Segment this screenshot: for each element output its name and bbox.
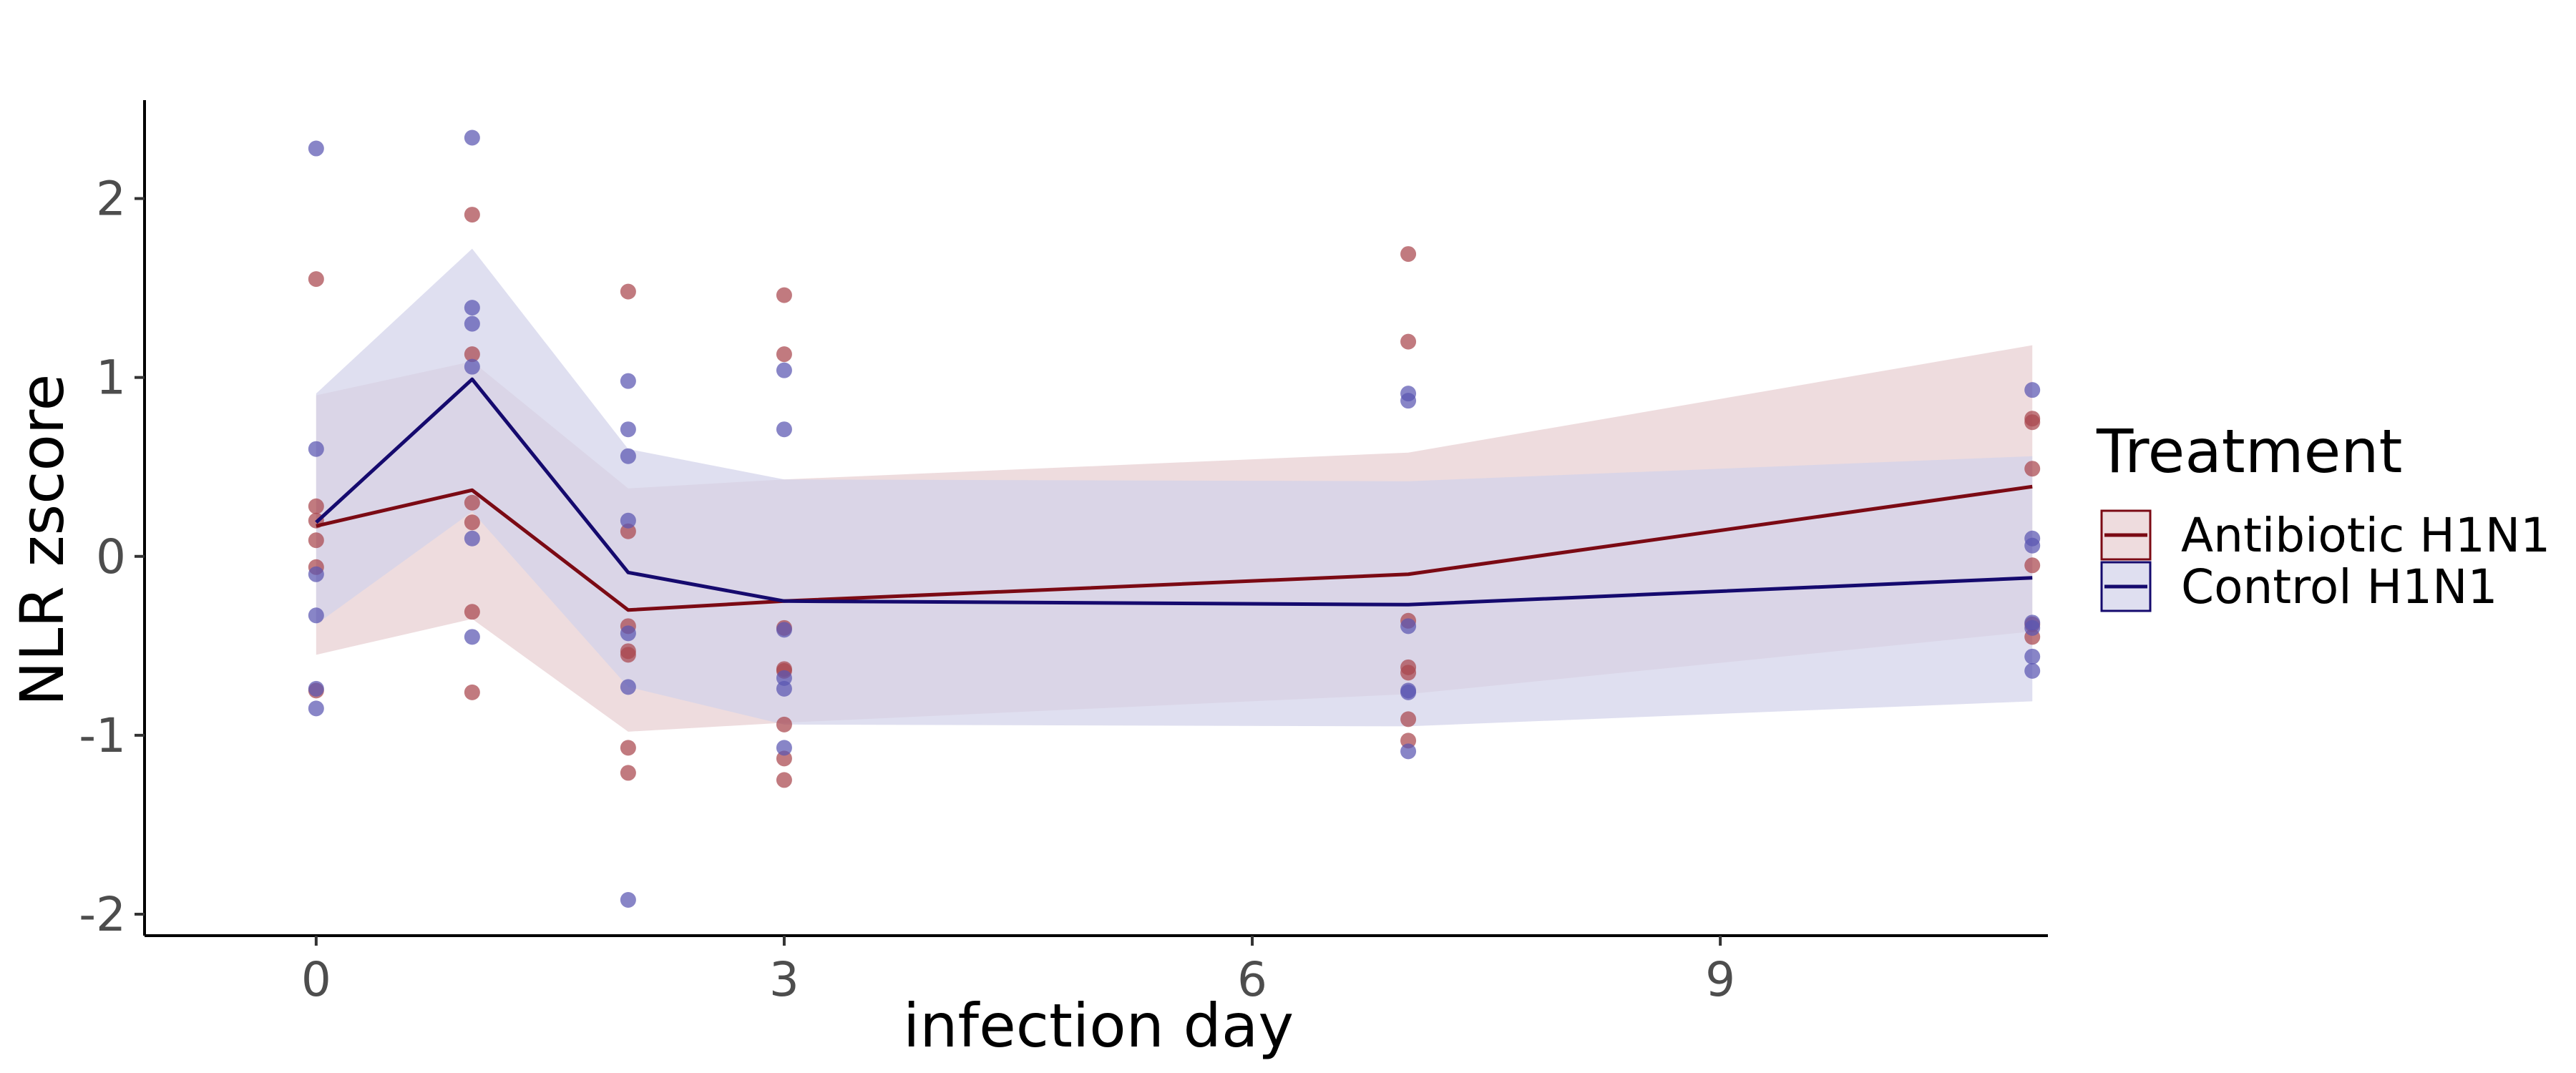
point-control-26	[1400, 393, 1417, 409]
point-antibiotic-27	[1400, 246, 1417, 263]
legend-title: Treatment	[2096, 416, 2402, 486]
point-control-8	[464, 315, 480, 332]
point-control-1	[308, 441, 324, 457]
point-control-36	[2024, 648, 2041, 665]
point-control-4	[308, 680, 324, 697]
point-control-13	[620, 421, 636, 438]
point-antibiotic-32	[1400, 711, 1417, 727]
x-tick-label: 9	[1705, 952, 1735, 1007]
point-antibiotic-17	[620, 740, 636, 756]
confidence-bands	[316, 248, 2033, 732]
point-antibiotic-9	[464, 514, 480, 531]
point-antibiotic-6	[464, 207, 480, 223]
point-antibiotic-20	[776, 346, 792, 363]
x-tick-label: 3	[769, 952, 799, 1007]
point-control-7	[464, 300, 480, 316]
point-control-2	[308, 566, 324, 582]
point-antibiotic-16	[620, 647, 636, 663]
point-control-21	[776, 622, 792, 638]
line-control	[315, 377, 2033, 607]
point-antibiotic-11	[464, 684, 480, 700]
y-tick-label: -1	[79, 708, 126, 763]
point-control-30	[1400, 743, 1417, 760]
point-control-27	[1400, 618, 1417, 635]
point-control-10	[464, 530, 480, 547]
legend-item-antibiotic: Antibiotic H1N1	[2100, 508, 2550, 563]
point-antibiotic-24	[776, 716, 792, 733]
mean-lines	[315, 377, 2033, 612]
y-axis-title: NLR zscore	[7, 374, 77, 707]
point-control-31	[2024, 382, 2041, 398]
point-control-12	[620, 373, 636, 389]
legend-item-control: Control H1N1	[2100, 559, 2498, 614]
point-control-18	[620, 891, 636, 908]
point-control-29	[1400, 684, 1417, 700]
point-control-20	[776, 421, 792, 438]
y-tick-label: -2	[79, 887, 126, 942]
legend-label: Control H1N1	[2181, 559, 2498, 614]
point-control-11	[464, 629, 480, 645]
point-control-17	[620, 679, 636, 695]
point-antibiotic-7	[464, 346, 480, 363]
axes: -2 -1 0 1 2 0 3 6 9	[79, 100, 2048, 1007]
data-points	[308, 129, 2041, 908]
point-antibiotic-28	[1400, 333, 1417, 350]
point-antibiotic-10	[464, 604, 480, 620]
point-control-37	[2024, 662, 2041, 679]
point-control-19	[776, 362, 792, 378]
point-control-6	[464, 129, 480, 146]
point-control-33	[2024, 537, 2041, 554]
point-antibiotic-35	[2024, 414, 2041, 431]
y-tick-label: 1	[96, 351, 126, 406]
point-antibiotic-31	[1400, 665, 1417, 681]
x-tick-label: 6	[1237, 952, 1267, 1007]
point-antibiotic-18	[620, 765, 636, 781]
point-antibiotic-8	[464, 494, 480, 511]
point-control-35	[2024, 619, 2041, 636]
point-control-24	[776, 740, 792, 756]
point-control-9	[464, 358, 480, 375]
point-control-15	[620, 512, 636, 529]
point-control-23	[776, 680, 792, 697]
point-antibiotic-26	[776, 772, 792, 788]
point-antibiotic-37	[2024, 557, 2041, 574]
point-antibiotic-0	[308, 271, 324, 288]
point-control-14	[620, 448, 636, 464]
y-tick-label: 2	[96, 172, 126, 227]
y-tick-label: 0	[96, 529, 126, 584]
point-antibiotic-12	[620, 283, 636, 300]
line-antibiotic	[316, 484, 2033, 612]
point-antibiotic-36	[2024, 461, 2041, 477]
point-control-16	[620, 625, 636, 642]
point-antibiotic-19	[776, 287, 792, 303]
point-control-5	[308, 700, 324, 717]
point-antibiotic-3	[308, 532, 324, 549]
legend-label: Antibiotic H1N1	[2181, 508, 2550, 563]
band-control	[316, 248, 2033, 727]
point-control-3	[308, 607, 324, 624]
x-axis-title: infection day	[903, 991, 1294, 1061]
point-antibiotic-1	[308, 498, 324, 514]
point-control-0	[308, 140, 324, 157]
x-tick-label: 0	[301, 952, 331, 1007]
